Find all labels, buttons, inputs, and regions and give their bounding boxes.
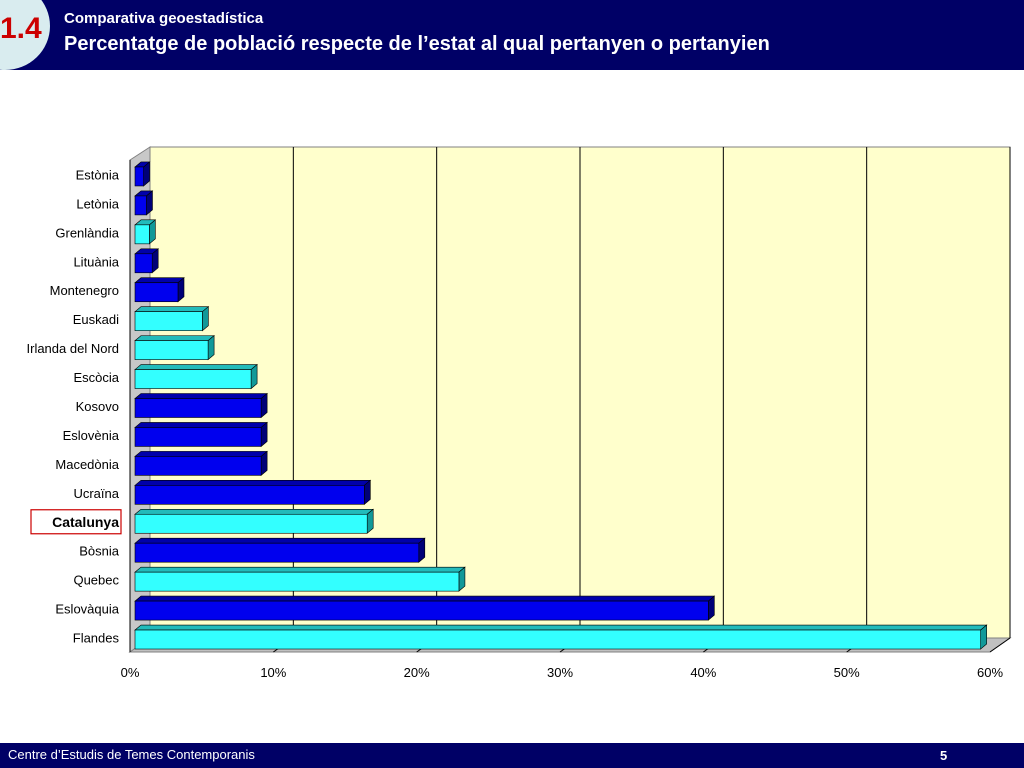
bar-front-face	[134, 369, 252, 389]
bar-front-face	[134, 485, 365, 505]
page-title: Percentatge de població respecte de l’es…	[64, 33, 770, 55]
x-tick-label: 50%	[834, 665, 860, 680]
section-number: 1.4	[0, 12, 42, 45]
bar-top-face	[134, 451, 268, 457]
y-category-label: Letònia	[76, 196, 119, 211]
bar-front-face	[134, 166, 144, 187]
bar-top-face	[134, 566, 466, 573]
bar-front-face	[134, 629, 981, 650]
bar-front-face	[134, 340, 209, 360]
bar-13	[134, 508, 375, 534]
bar-16	[134, 595, 716, 621]
x-tick-label: 0%	[121, 665, 140, 680]
bar-front-face	[134, 600, 709, 621]
bar-top-face	[134, 480, 372, 486]
bar-front-face	[134, 195, 147, 216]
x-tick-label: 40%	[690, 665, 716, 680]
y-category-label: Eslovàquia	[55, 602, 119, 617]
bar-front-face	[134, 253, 153, 274]
bar-10	[134, 421, 268, 448]
y-category-label: Kosovo	[76, 399, 119, 414]
x-tick-label: 60%	[977, 665, 1003, 680]
bar-14	[134, 537, 426, 563]
bar-front-face	[134, 513, 368, 534]
bar-6	[134, 306, 210, 332]
y-category-label: Quebec	[73, 573, 119, 588]
bar-chart: 0% 10% 20% 30% 40% 50% 60% Estònia Letònia Grenlà…	[27, 146, 1012, 680]
x-tick-label: 20%	[404, 665, 430, 680]
bar-top-face	[134, 335, 215, 341]
y-category-label: Lituània	[73, 254, 119, 269]
bar-top-face	[134, 277, 185, 284]
bar-front-face	[134, 542, 420, 563]
bar-9	[134, 392, 268, 419]
header-bar: 1.4 Comparativa geoestadística Percentat…	[0, 0, 1024, 70]
bar-15	[134, 566, 466, 592]
page-number: 5	[940, 748, 948, 763]
bar-7	[134, 334, 215, 361]
bar-front-face	[134, 224, 150, 245]
bar-17	[134, 624, 988, 650]
x-tick-label: 10%	[260, 665, 286, 680]
bar-4	[134, 248, 160, 274]
bar-1	[134, 161, 151, 187]
bar-front-face	[134, 282, 179, 303]
y-category-label: Euskadi	[73, 312, 119, 327]
bar-8	[134, 363, 258, 390]
gridline-floor	[989, 637, 1011, 653]
y-category-label: Ucraïna	[73, 486, 119, 501]
bar-top-face	[134, 595, 716, 602]
bar-12	[134, 479, 372, 505]
y-category-label: Eslovènia	[63, 428, 120, 443]
bar-top-face	[134, 364, 258, 370]
bar-front-face	[134, 398, 262, 418]
y-category-label: Irlanda del Nord	[27, 341, 120, 356]
bar-front-face	[134, 427, 262, 447]
bar-front-face	[134, 571, 460, 592]
bar-front-face	[134, 311, 203, 331]
bar-top-face	[134, 508, 375, 515]
page-subtitle: Comparativa geoestadística	[64, 10, 264, 27]
x-tick-label: 30%	[547, 665, 573, 680]
y-category-label: Escòcia	[73, 370, 119, 385]
y-category-label: Bòsnia	[79, 544, 120, 559]
y-category-label: Catalunya	[52, 514, 119, 530]
y-category-label: Flandes	[73, 631, 120, 646]
y-category-label: Macedònia	[55, 457, 119, 472]
bar-front-face	[134, 456, 262, 476]
y-category-label: Montenegro	[50, 283, 119, 298]
bar-top-face	[134, 537, 426, 544]
footer-organization: Centre d’Estudis de Temes Contemporanis	[8, 747, 255, 762]
bar-2	[134, 190, 154, 216]
bar-11	[134, 450, 268, 477]
bar-top-face	[134, 422, 268, 428]
bar-top-face	[134, 624, 988, 631]
bar-top-face	[134, 306, 210, 312]
y-category-label: Grenlàndia	[55, 225, 119, 240]
bar-top-face	[134, 393, 268, 399]
bar-3	[134, 219, 157, 245]
y-category-label: Estònia	[76, 167, 120, 182]
footer-bar: Centre d’Estudis de Temes Contemporanis …	[0, 743, 1024, 768]
highlight-box	[30, 509, 122, 535]
bar-5	[134, 277, 185, 303]
